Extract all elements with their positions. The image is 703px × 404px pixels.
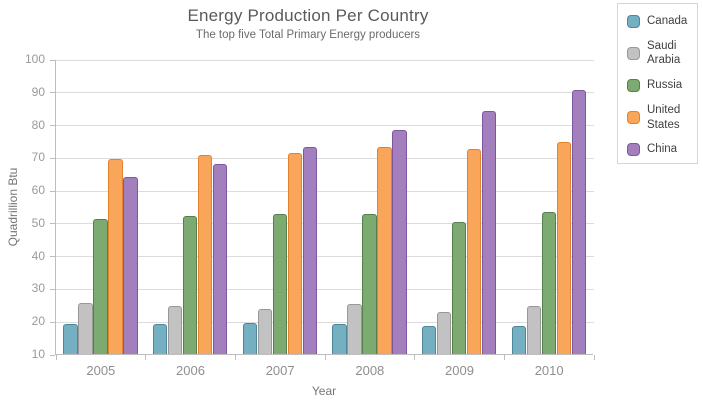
x-tick-3	[324, 355, 326, 360]
legend-marker-china-icon	[627, 143, 640, 157]
bar-canada-2008[interactable]	[332, 324, 347, 354]
x-tick-5	[503, 355, 505, 360]
x-tick-1	[145, 355, 147, 360]
bar-china-2007[interactable]	[302, 146, 317, 354]
bar-united-states-2008[interactable]	[377, 146, 392, 354]
bar-china-2005[interactable]	[123, 177, 138, 354]
gridline-60	[56, 190, 594, 192]
y-tick-label-20: 20	[31, 314, 45, 329]
x-category-label-2010: 2010	[534, 363, 564, 378]
bar-china-2009[interactable]	[481, 111, 497, 354]
chart-title: Energy Production Per Country	[187, 6, 429, 25]
gridline-20	[56, 321, 594, 323]
y-tick-label-40: 40	[31, 248, 45, 263]
bar-china-2008[interactable]	[392, 130, 407, 354]
legend-label-canada: Canada	[647, 15, 688, 27]
y-tick-100	[50, 59, 55, 61]
bar-united-states-2005[interactable]	[108, 159, 123, 354]
y-tick-10	[50, 354, 55, 356]
y-tick-40	[50, 256, 55, 258]
bar-russia-2007[interactable]	[272, 214, 288, 354]
gridline-100	[56, 59, 594, 61]
bar-saudi-arabia-2007[interactable]	[257, 308, 273, 354]
legend-marker-russia-icon	[627, 79, 640, 93]
bar-russia-2010[interactable]	[541, 212, 557, 354]
bar-canada-2007[interactable]	[242, 322, 258, 354]
x-axis-title: Year	[311, 384, 337, 398]
legend-item-canada[interactable]: Canada	[627, 14, 693, 29]
gridline-50	[56, 223, 594, 225]
bar-saudi-arabia-2010[interactable]	[526, 305, 542, 354]
x-category-label-2005: 2005	[86, 363, 116, 378]
y-axis-title: Quadrillion Btu	[6, 167, 20, 247]
bar-canada-2010[interactable]	[511, 326, 527, 354]
legend-marker-canada-icon	[627, 14, 640, 28]
chart-header: Energy Production Per Country The top fi…	[0, 6, 616, 41]
bar-united-states-2010[interactable]	[556, 141, 571, 354]
y-tick-30	[50, 288, 55, 290]
bar-united-states-2009[interactable]	[466, 148, 482, 354]
y-tick-label-50: 50	[31, 215, 45, 230]
y-tick-80	[50, 125, 55, 127]
x-category-label-2008: 2008	[355, 363, 385, 378]
chart-subtitle: The top five Total Primary Energy produc…	[195, 29, 421, 41]
legend: Canada Saudi Arabia Russia United States Chi…	[617, 3, 698, 164]
legend-label-saudi-arabia: Saudi Arabia	[647, 39, 681, 67]
bar-china-2010[interactable]	[571, 90, 586, 354]
legend-marker-saudi-arabia-icon	[627, 46, 640, 60]
bar-russia-2008[interactable]	[362, 214, 377, 354]
x-tick-0	[55, 355, 57, 360]
bar-russia-2005[interactable]	[93, 219, 108, 354]
legend-item-china[interactable]: China	[627, 142, 693, 157]
y-tick-label-90: 90	[31, 84, 45, 99]
y-tick-label-60: 60	[31, 183, 45, 198]
legend-item-russia[interactable]: Russia	[627, 78, 693, 93]
gridline-70	[56, 157, 594, 159]
bar-united-states-2007[interactable]	[287, 152, 302, 354]
y-tick-60	[50, 190, 55, 192]
x-category-label-2006: 2006	[176, 363, 205, 378]
y-tick-label-10: 10	[31, 347, 45, 361]
bar-canada-2006[interactable]	[153, 323, 168, 354]
y-tick-label-30: 30	[31, 281, 45, 296]
bar-china-2006[interactable]	[212, 163, 228, 354]
gridline-30	[56, 288, 594, 290]
legend-item-saudi-arabia[interactable]: Saudi Arabia	[627, 39, 693, 68]
plot-area: 10 20 30 40 50 60 70 80 90 100 2005 2006 2007 2008 200…	[25, 52, 595, 378]
y-tick-70	[50, 157, 55, 159]
bar-russia-2006[interactable]	[183, 216, 198, 354]
bar-united-states-2006[interactable]	[197, 155, 213, 354]
bar-canada-2005[interactable]	[63, 324, 78, 354]
legend-label-china: China	[647, 143, 678, 156]
y-tick-90	[50, 92, 55, 94]
bar-russia-2009[interactable]	[452, 221, 467, 354]
y-tick-label-70: 70	[31, 150, 45, 165]
bar-saudi-arabia-2005[interactable]	[78, 302, 93, 354]
gridline-90	[56, 92, 594, 94]
bar-saudi-arabia-2008[interactable]	[347, 304, 362, 354]
y-tick-label-80: 80	[31, 117, 45, 132]
gridline-80	[56, 125, 594, 127]
legend-marker-united-states-icon	[627, 111, 640, 125]
y-tick-20	[50, 321, 55, 323]
legend-label-united-states: United States	[647, 103, 681, 131]
x-category-label-2007: 2007	[265, 363, 295, 378]
bar-saudi-arabia-2009[interactable]	[437, 312, 452, 354]
x-tick-2	[234, 355, 236, 360]
legend-label-russia: Russia	[647, 79, 683, 92]
gridline-40	[56, 256, 594, 258]
y-tick-50	[50, 223, 55, 225]
y-tick-label-100: 100	[24, 52, 45, 66]
bar-canada-2009[interactable]	[422, 326, 437, 354]
bar-saudi-arabia-2006[interactable]	[168, 305, 183, 354]
x-category-label-2009: 2009	[445, 363, 474, 378]
x-tick-6	[593, 355, 595, 360]
x-tick-4	[414, 355, 416, 360]
legend-item-united-states[interactable]: United States	[627, 103, 693, 132]
